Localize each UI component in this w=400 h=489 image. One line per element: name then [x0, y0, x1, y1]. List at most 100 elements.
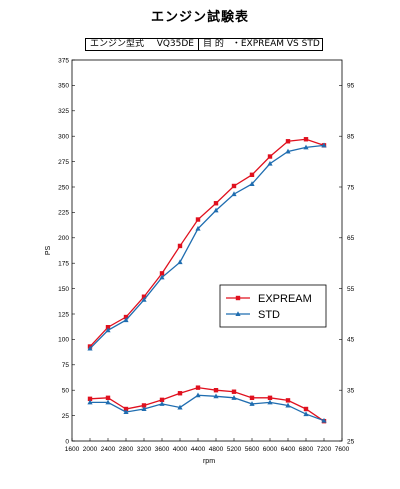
data-point: [267, 395, 273, 401]
series-line: [90, 394, 325, 422]
x-tick-label: 7200: [317, 446, 332, 453]
data-point: [159, 397, 165, 403]
x-tick-label: 3600: [155, 446, 170, 453]
x-tick-label: 1600: [65, 446, 80, 453]
data-point: [213, 393, 219, 399]
data-point: [303, 144, 309, 150]
y-tick-label: 125: [58, 311, 69, 318]
data-point: [213, 207, 219, 213]
data-point: [87, 399, 93, 405]
y-tick-label: 25: [62, 413, 70, 420]
y2-tick-label: 65: [347, 235, 355, 242]
x-tick-label: 5600: [245, 446, 260, 453]
y2-tick-label: 55: [347, 286, 355, 293]
data-point: [231, 395, 237, 400]
y2-tick-label: 45: [347, 337, 355, 344]
data-point: [141, 294, 147, 299]
y2-tick-label: 95: [347, 83, 355, 90]
x-axis-label: rpm: [203, 458, 215, 465]
data-point: [303, 406, 309, 412]
data-point: [159, 271, 165, 276]
data-point: [105, 395, 111, 401]
x-tick-label: 6800: [299, 446, 314, 453]
y-tick-label: 75: [62, 362, 70, 369]
data-point: [195, 385, 201, 390]
data-point: [321, 142, 327, 148]
data-point: [141, 406, 147, 411]
data-point: [177, 391, 183, 396]
data-point: [231, 389, 237, 394]
data-point: [231, 191, 237, 197]
y-tick-label: 100: [58, 337, 69, 344]
y2-tick-label: 75: [347, 184, 355, 191]
data-point: [249, 401, 255, 406]
data-point: [249, 181, 255, 186]
data-point: [87, 396, 93, 402]
data-point: [123, 317, 129, 323]
y-tick-label: 350: [58, 83, 69, 90]
series-line: [89, 138, 325, 347]
x-tick-label: 4800: [209, 446, 224, 453]
y-tick-label: 150: [58, 286, 69, 293]
series-line: [89, 144, 325, 349]
data-point: [249, 395, 255, 401]
legend-marker: [235, 311, 241, 316]
x-tick-label: 4400: [191, 446, 206, 453]
purpose-label: 目 的: [203, 39, 224, 49]
chart-title: エンジン試験表: [150, 10, 249, 25]
y-tick-label: 375: [58, 57, 69, 64]
data-point: [177, 404, 183, 410]
y-tick-label: 175: [58, 261, 69, 268]
data-point: [105, 327, 111, 333]
data-point: [195, 392, 201, 398]
data-point: [159, 274, 165, 280]
purpose-value: ・EXPREAM VS STD: [231, 39, 320, 49]
x-tick-label: 4000: [173, 446, 188, 453]
data-point: [195, 225, 201, 231]
y-tick-label: 250: [58, 184, 69, 191]
series-expream-right: [87, 385, 327, 424]
data-point: [141, 296, 147, 302]
data-point: [123, 406, 129, 412]
x-tick-label: 6000: [263, 446, 278, 453]
y2-tick-label: 35: [347, 388, 355, 395]
data-point: [249, 172, 255, 178]
data-point: [141, 403, 147, 408]
x-tick-label: 6400: [281, 446, 296, 453]
data-point: [177, 259, 183, 265]
legend-label: STD: [258, 309, 280, 321]
plot-frame: [71, 59, 343, 442]
data-point: [231, 183, 237, 189]
y-tick-label: 200: [58, 235, 69, 242]
data-point: [267, 399, 273, 405]
data-point: [303, 411, 309, 417]
engine-type-value: VQ35DE: [156, 39, 194, 49]
y2-tick-label: 85: [347, 134, 355, 141]
legend-marker: [235, 295, 241, 301]
axis-ticks: 0 25 50 75 100 125 150 175 200 225 250 275 300 325 350…: [58, 57, 354, 453]
x-tick-label: 3200: [137, 446, 152, 453]
data-point: [123, 409, 129, 415]
x-tick-label: 5200: [227, 446, 242, 453]
y-tick-label: 275: [58, 159, 69, 166]
series-std-right: [87, 392, 327, 423]
data-point: [285, 398, 291, 403]
series-line: [89, 386, 325, 422]
legend: EXPREAM STD: [219, 284, 327, 328]
data-point: [213, 201, 219, 206]
y-tick-label: 0: [65, 438, 69, 445]
series-layer: [87, 137, 327, 424]
y-tick-label: 300: [58, 134, 69, 141]
x-tick-label: 2800: [119, 446, 134, 453]
data-point: [123, 314, 129, 320]
data-point: [105, 399, 111, 405]
legend-box: [219, 284, 327, 328]
legend-label: EXPREAM: [258, 293, 312, 305]
data-point: [213, 388, 219, 393]
data-point: [285, 139, 291, 144]
y2-tick-label: 25: [347, 438, 355, 445]
engine-type-box: エンジン型式 VQ35DE: [85, 38, 199, 51]
x-tick-label: 7600: [335, 446, 350, 453]
series-std-left: [87, 142, 327, 351]
